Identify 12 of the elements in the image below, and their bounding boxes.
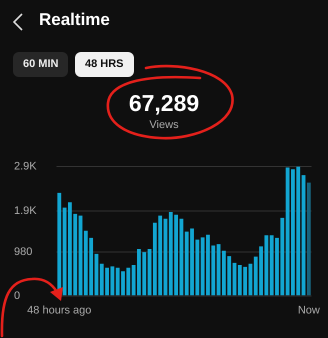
x-tick-label: Now — [298, 304, 320, 316]
y-tick-label: 980 — [14, 246, 32, 258]
y-tick-label: 0 — [14, 290, 20, 302]
text: Views — [148, 119, 180, 131]
y-tick-label: 2.9K — [14, 160, 38, 173]
x-tick-label: 48 hours ago — [27, 304, 92, 316]
text: 60 MIN — [13, 52, 68, 77]
bar — [306, 182, 311, 296]
chart-title: Realtime — [39, 10, 110, 30]
text: 48 HRS — [75, 52, 134, 77]
y-tick-label: 1.9K — [14, 205, 38, 218]
text: 67,289 — [128, 90, 200, 117]
